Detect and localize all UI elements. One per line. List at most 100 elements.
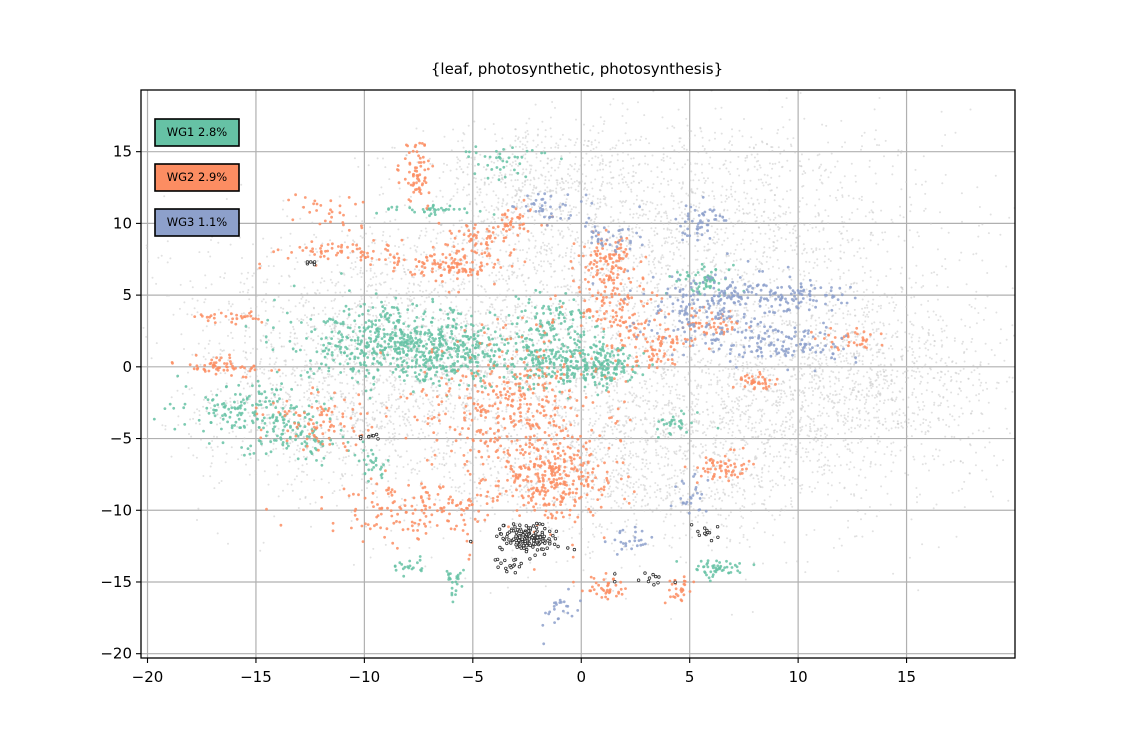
background-point [849,362,852,365]
background-point [620,566,623,569]
background-point [756,198,759,201]
background-point [772,241,775,243]
background-point [568,174,571,177]
background-point [488,398,491,401]
background-point [563,265,566,268]
background-point [807,341,810,344]
background-point [993,454,996,457]
background-point [732,406,734,409]
background-point [150,357,153,360]
background-point [504,317,507,320]
background-point [584,553,587,556]
background-point [476,325,479,327]
background-point [468,280,471,283]
background-point [571,230,574,233]
background-point [775,401,778,404]
background-point [747,418,750,421]
background-point [489,305,491,308]
background-point [629,143,632,146]
background-point [687,383,690,386]
background-point [632,213,635,216]
background-point [375,355,378,358]
background-point [341,230,344,233]
background-point [751,427,754,430]
background-point [583,123,585,126]
background-point [369,306,372,309]
background-point [482,397,485,400]
background-point [692,342,695,345]
background-point [664,331,666,333]
background-point [457,284,460,287]
background-point [878,440,881,443]
background-point [808,441,811,444]
background-point [674,296,677,299]
background-point [685,346,688,349]
background-point [938,419,940,422]
background-point [875,330,878,333]
background-point [264,310,267,312]
background-point [372,365,375,368]
background-point [446,164,448,166]
background-point [853,535,856,538]
background-point [662,256,665,259]
background-point [790,359,793,362]
background-point [577,370,580,373]
background-point [678,407,681,409]
background-point [210,283,213,286]
background-point [281,208,284,211]
background-point [348,344,351,347]
background-point [714,231,717,234]
background-point [771,294,774,297]
background-point [735,343,738,346]
background-point [265,346,268,349]
background-point [767,216,770,219]
background-point [734,198,736,201]
background-point [635,226,638,229]
background-point [422,402,425,405]
background-point [874,463,877,466]
background-point [440,397,443,400]
background-point [747,365,750,368]
background-point [590,238,593,241]
background-point [807,336,810,339]
background-point [662,222,665,225]
background-point [378,427,380,430]
background-point [818,453,821,456]
background-point [753,300,756,303]
background-point [433,409,436,412]
background-point [665,354,668,357]
background-point [590,218,593,221]
background-point [634,396,636,399]
background-point [547,390,550,393]
background-point [521,424,524,427]
background-point [680,434,683,436]
background-point [755,265,757,268]
background-point [699,361,701,364]
background-point [986,295,989,298]
background-point [588,329,591,332]
background-point [585,497,587,499]
background-point [607,347,610,350]
background-point [711,238,714,241]
background-point [849,313,852,316]
background-point [696,258,699,261]
background-point [427,364,430,367]
background-point [654,257,656,259]
background-point [928,469,930,472]
background-point [759,418,762,421]
background-point [564,389,567,392]
background-point [885,275,888,278]
background-point [728,141,731,144]
background-point [576,231,579,234]
background-point [561,407,564,410]
background-point [724,261,727,264]
background-point [587,224,590,227]
background-point [761,141,764,144]
background-point [772,212,775,214]
background-point [506,269,509,272]
background-point [491,176,494,179]
background-point [282,489,284,492]
background-point [305,353,308,356]
background-point [701,370,703,373]
background-point [710,379,712,381]
